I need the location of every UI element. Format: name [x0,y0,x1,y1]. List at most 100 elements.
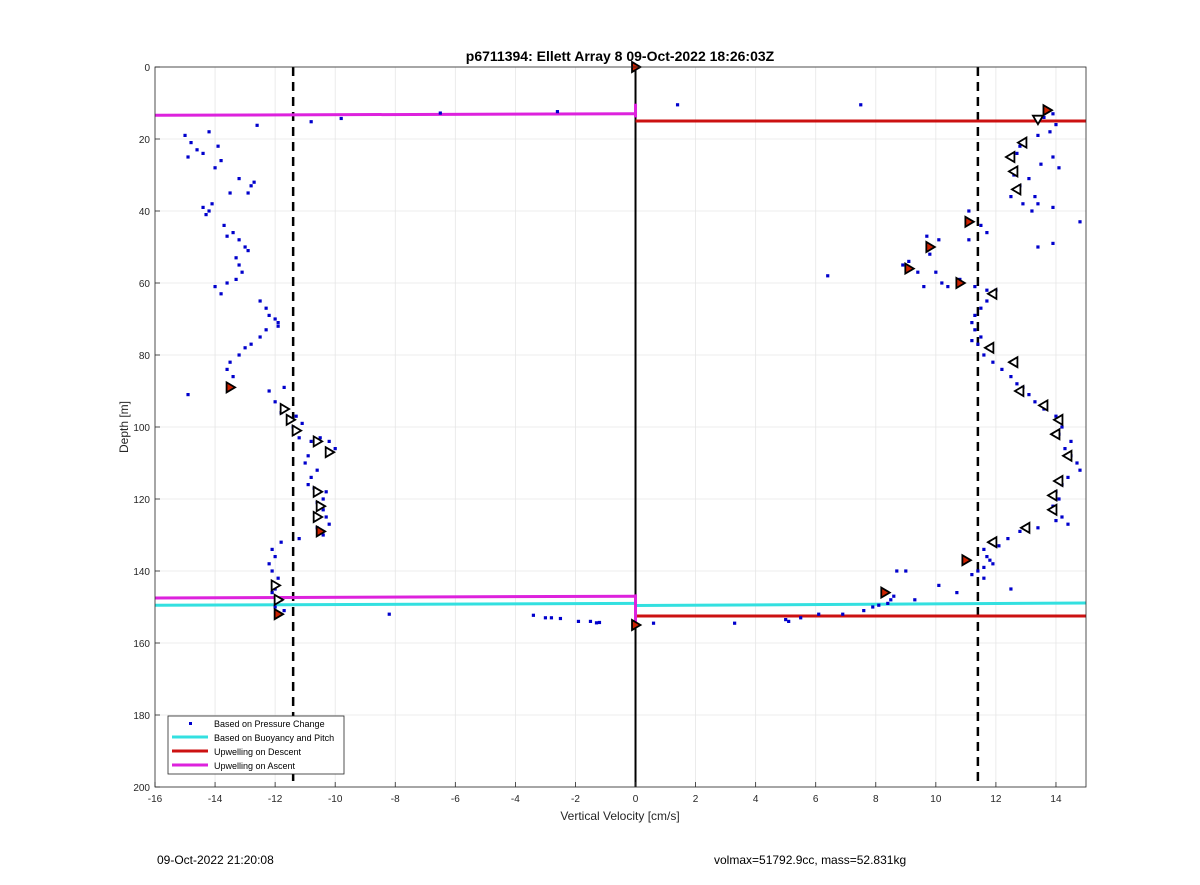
pressure-point [213,166,217,170]
pressure-point [925,234,929,238]
pressure-point [210,202,214,206]
open-triangle-marker [1061,449,1073,463]
pressure-point [234,277,238,281]
pressure-point [576,619,581,623]
y-tick-label: 120 [133,495,150,506]
pressure-point [237,238,241,242]
pressure-point [231,231,235,235]
pressure-point [862,609,866,613]
pressure-point [967,238,971,242]
open-triangle-marker [1007,164,1019,178]
pressure-point [219,159,223,163]
pressure-point [225,234,229,238]
open-triangle-marker [312,434,324,448]
pressure-point [315,468,319,472]
pressure-point [985,555,989,559]
y-tick-label: 200 [133,783,150,794]
x-tick-label: -10 [328,794,343,805]
pressure-point [189,141,193,145]
pressure-point [979,306,983,310]
pressure-point [1033,400,1037,404]
x-tick-label: -16 [148,794,163,805]
pressure-point [991,562,995,566]
pressure-point [207,209,211,213]
pressure-point [282,609,286,613]
pressure-point [240,270,244,274]
pressure-point [1054,123,1058,127]
y-tick-label: 180 [133,711,150,722]
pressure-point [246,191,250,195]
open-triangle-marker [1013,384,1025,398]
pressure-point [225,281,229,285]
pressure-point [1036,133,1040,137]
pressure-point [1051,155,1055,159]
pressure-point [309,475,313,479]
pressure-point [183,133,187,137]
legend: Based on Pressure Change Based on Buoyan… [167,715,345,775]
pressure-point [907,259,911,263]
pressure-point [255,123,259,127]
pressure-point [973,328,977,332]
pressure-point [1048,130,1052,134]
open-triangle-marker [986,287,998,301]
pressure-point [1069,439,1073,443]
pressure-point [976,569,980,573]
pressure-point [886,601,890,605]
pressure-point [309,120,313,124]
open-triangle-marker [1037,398,1049,412]
pressure-point [937,583,941,587]
pressure-point [258,299,262,303]
pressure-point [1060,425,1064,429]
pressure-point [297,537,301,541]
pressure-point [213,285,217,289]
pressure-point [234,256,238,260]
filled-triangle-marker [273,607,285,621]
pressure-point [946,285,950,289]
x-axis-label: Vertical Velocity [cm/s] [560,809,679,823]
open-triangle-marker [1052,413,1064,427]
pressure-point [264,306,268,310]
open-triangle-marker [1031,114,1045,126]
y-tick-label: 20 [139,135,151,146]
y-tick-label: 160 [133,639,150,650]
ascent-line [154,112,636,117]
pressure-point [267,313,271,317]
pressure-point [982,565,986,569]
pressure-point [228,360,232,364]
pressure-point [588,619,593,623]
x-tick-label: 12 [990,794,1002,805]
filled-triangle-marker [955,276,967,290]
pressure-point [246,249,250,253]
pressure-point [276,321,280,325]
y-tick-label: 100 [133,423,150,434]
x-tick-label: 2 [693,794,699,805]
legend-label-ascent: Upwelling on Ascent [214,761,296,771]
footer-timestamp: 09-Oct-2022 21:20:08 [157,853,274,867]
pressure-point [594,621,599,625]
legend-label-buoyancy: Based on Buoyancy and Pitch [214,733,334,743]
x-tick-label: -4 [511,794,520,805]
open-triangle-marker [291,424,303,438]
pressure-point [985,288,989,292]
pressure-point [249,184,253,188]
pressure-point [1036,245,1040,249]
pressure-point [273,400,277,404]
legend-label-pressure: Based on Pressure Change [214,719,325,729]
pressure-point [387,612,391,616]
pressure-point [1057,497,1061,501]
x-tick-label: 10 [930,794,942,805]
pressure-point [892,594,896,598]
pressure-point [237,177,241,181]
pressure-point [1009,375,1013,379]
pressure-point [543,616,548,620]
pressure-point [1060,515,1064,519]
pressure-point [318,436,322,440]
filled-triangle-marker [1042,103,1054,117]
direction-markers [225,60,1073,632]
pressure-point [922,285,926,289]
pressure-point [237,353,241,357]
open-triangle-marker [270,578,282,592]
open-triangle-marker [1046,503,1058,517]
pressure-point [300,421,304,425]
y-axis-ticks: 0 20 40 60 80 100 120 140 160 180 200 [133,63,160,794]
